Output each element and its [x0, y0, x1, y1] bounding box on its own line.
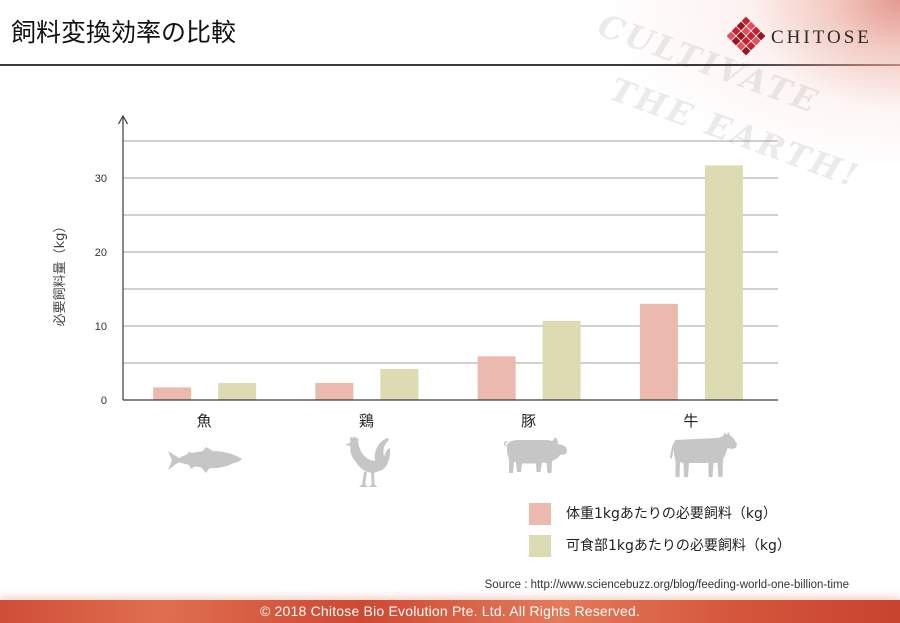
legend-label-body-weight: 体重1kgあたりの必要飼料（kg）: [566, 506, 777, 522]
company-logo: CHITOSE: [726, 16, 888, 58]
chicken-icon: [345, 436, 391, 487]
y-tick-label: 10: [95, 321, 107, 333]
axes: [117, 114, 778, 401]
bar-pig-edible-portion: [542, 320, 581, 400]
legend-swatch-edible-portion: [529, 535, 551, 557]
category-labels: 魚鶏豚牛: [197, 412, 699, 430]
fish-icon: [168, 447, 242, 473]
bar-chicken-body-weight: [315, 382, 354, 400]
category-label-cow: 牛: [683, 412, 698, 430]
header-divider: [0, 64, 900, 66]
gridlines: [123, 140, 778, 364]
category-label-fish: 魚: [197, 412, 212, 430]
logo-wordmark: CHITOSE: [771, 27, 872, 48]
legend-swatch-body-weight: [529, 503, 551, 525]
bar-fish-edible-portion: [218, 382, 257, 400]
y-tick-label: 20: [95, 247, 107, 259]
category-label-chicken: 鶏: [359, 412, 374, 430]
chitose-diamond-logo-icon: [726, 16, 766, 56]
y-tick-label: 0: [101, 395, 107, 407]
bars: [153, 165, 743, 400]
bar-pig-body-weight: [477, 356, 516, 400]
pig-icon: [503, 437, 567, 473]
legend-label-edible-portion: 可食部1kgあたりの必要飼料（kg）: [566, 538, 791, 554]
bar-cow-edible-portion: [704, 165, 743, 400]
category-label-pig: 豚: [521, 412, 536, 430]
y-axis-label: 必要飼料量（kg）: [53, 220, 68, 327]
y-tick-label: 30: [95, 173, 107, 185]
y-axis-arrow-icon: [117, 114, 129, 125]
source-citation: Source : http://www.sciencebuzz.org/blog…: [484, 579, 849, 591]
bar-cow-body-weight: [639, 303, 678, 400]
footer-bar: © 2018 Chitose Bio Evolution Pte. Ltd. A…: [0, 600, 900, 623]
page-title: 飼料変換効率の比較: [11, 18, 237, 47]
cow-icon: [670, 432, 737, 477]
y-tick-labels: 0 10 20 30: [95, 173, 107, 407]
copyright-text: © 2018 Chitose Bio Evolution Pte. Ltd. A…: [259, 603, 641, 619]
bar-fish-body-weight: [153, 387, 192, 400]
bar-chicken-edible-portion: [380, 368, 419, 400]
